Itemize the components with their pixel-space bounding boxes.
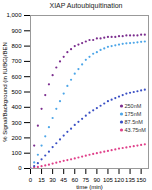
svg-text:800: 800 bbox=[11, 43, 22, 49]
svg-text:300: 300 bbox=[11, 120, 22, 126]
svg-text:100: 100 bbox=[11, 150, 22, 156]
svg-text:600: 600 bbox=[11, 74, 22, 80]
svg-text:700: 700 bbox=[11, 58, 22, 64]
svg-text:135: 135 bbox=[125, 177, 136, 183]
svg-text:time (min): time (min) bbox=[76, 184, 103, 190]
svg-text:90: 90 bbox=[94, 177, 101, 183]
svg-text:120: 120 bbox=[114, 177, 125, 183]
svg-text:43.75nM: 43.75nM bbox=[125, 127, 147, 133]
svg-text:45: 45 bbox=[60, 177, 67, 183]
html-text:XIAP Autoubiquitination: XIAP Autoubiquitination bbox=[49, 2, 123, 9]
svg-text:% Signal/Background (in IU/BG): % Signal/Background (in IU/BG)/BEN bbox=[2, 42, 8, 142]
svg-text:400: 400 bbox=[11, 104, 22, 110]
svg-text:105: 105 bbox=[103, 177, 114, 183]
svg-text:30: 30 bbox=[49, 177, 56, 183]
svg-text:15: 15 bbox=[38, 177, 45, 183]
svg-text:150: 150 bbox=[136, 177, 147, 183]
svg-text:0: 0 bbox=[18, 165, 22, 171]
svg-text:87.5nM: 87.5nM bbox=[125, 119, 144, 125]
svg-text:1,000: 1,000 bbox=[6, 12, 22, 18]
svg-text:250nM: 250nM bbox=[125, 103, 142, 109]
svg-text:75: 75 bbox=[82, 177, 89, 183]
svg-text:0: 0 bbox=[29, 177, 33, 183]
svg-text:60: 60 bbox=[71, 177, 78, 183]
svg-text:200: 200 bbox=[11, 135, 22, 141]
svg-text:900: 900 bbox=[11, 28, 22, 34]
svg-text:500: 500 bbox=[11, 89, 22, 95]
svg-text:175nM: 175nM bbox=[125, 111, 142, 117]
